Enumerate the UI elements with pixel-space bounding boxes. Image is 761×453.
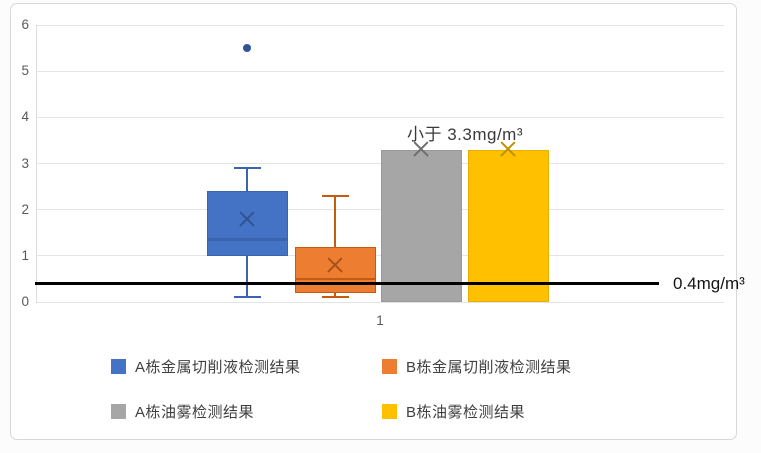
gridline-2 xyxy=(36,209,724,211)
legend-item-1: A栋金属切削液检测结果 xyxy=(111,357,301,376)
y-tick-label-1: 1 xyxy=(21,247,29,263)
legend-swatch xyxy=(111,403,126,419)
median-line xyxy=(206,238,288,241)
mean-marker-x xyxy=(326,256,344,274)
legend-item-4: B栋油雾检测结果 xyxy=(382,402,526,421)
bar-4 xyxy=(467,149,549,302)
annotation-upper-limit: 小于 3.3mg/m³ xyxy=(406,125,524,144)
gridline-0 xyxy=(36,301,724,303)
y-tick-label-0: 0 xyxy=(21,294,29,309)
gridline-3 xyxy=(36,163,724,164)
legend-swatch xyxy=(111,358,126,374)
whisker-min-cap xyxy=(233,296,261,299)
legend-item-2: B栋金属切削液检测结果 xyxy=(382,357,572,376)
whisker-upper-line xyxy=(334,195,336,247)
gridline-4 xyxy=(36,116,724,118)
gridline-1 xyxy=(36,255,724,257)
median-line xyxy=(294,277,376,281)
legend-label: A栋油雾检测结果 xyxy=(135,403,255,421)
legend-label: B栋金属切削液检测结果 xyxy=(406,358,572,376)
y-tick-label-2: 2 xyxy=(21,201,29,217)
y-tick-label-5: 5 xyxy=(21,63,29,79)
whisker-max-cap xyxy=(321,194,349,197)
y-tick-label-4: 4 xyxy=(21,109,29,125)
box-1 xyxy=(206,191,288,256)
whisker-upper-line xyxy=(246,168,248,192)
chart-frame: 0 1 2 3 4 5 6 小于 3.3mg/m³ 0.4mg/m³ 1 A栋金属切削液检测… xyxy=(10,3,745,440)
mean-marker-x xyxy=(238,210,256,228)
y-tick-label-3: 3 xyxy=(21,155,29,171)
bar-3 xyxy=(380,149,462,302)
plot-area: 0 1 2 3 4 5 6 小于 3.3mg/m³ 0.4mg/m³ 1 xyxy=(21,17,744,328)
outlier-point xyxy=(243,44,251,53)
gridline-6 xyxy=(36,24,724,26)
legend-label: A栋金属切削液检测结果 xyxy=(135,358,301,376)
whisker-min-cap xyxy=(321,296,349,299)
y-axis-line xyxy=(36,25,37,303)
annotation-reference-value: 0.4mg/m³ xyxy=(673,274,745,293)
whisker-lower-line xyxy=(246,255,248,298)
whisker-lower-line xyxy=(334,292,336,298)
x-axis-category-label: 1 xyxy=(376,313,384,328)
y-tick-label-6: 6 xyxy=(21,17,29,32)
gridline-5 xyxy=(36,70,724,72)
legend-swatch xyxy=(382,403,397,419)
legend-label: B栋油雾检测结果 xyxy=(406,403,526,421)
whisker-max-cap xyxy=(233,167,261,170)
legend-swatch xyxy=(382,358,397,374)
legend-item-3: A栋油雾检测结果 xyxy=(111,402,255,421)
reference-line xyxy=(35,281,659,286)
